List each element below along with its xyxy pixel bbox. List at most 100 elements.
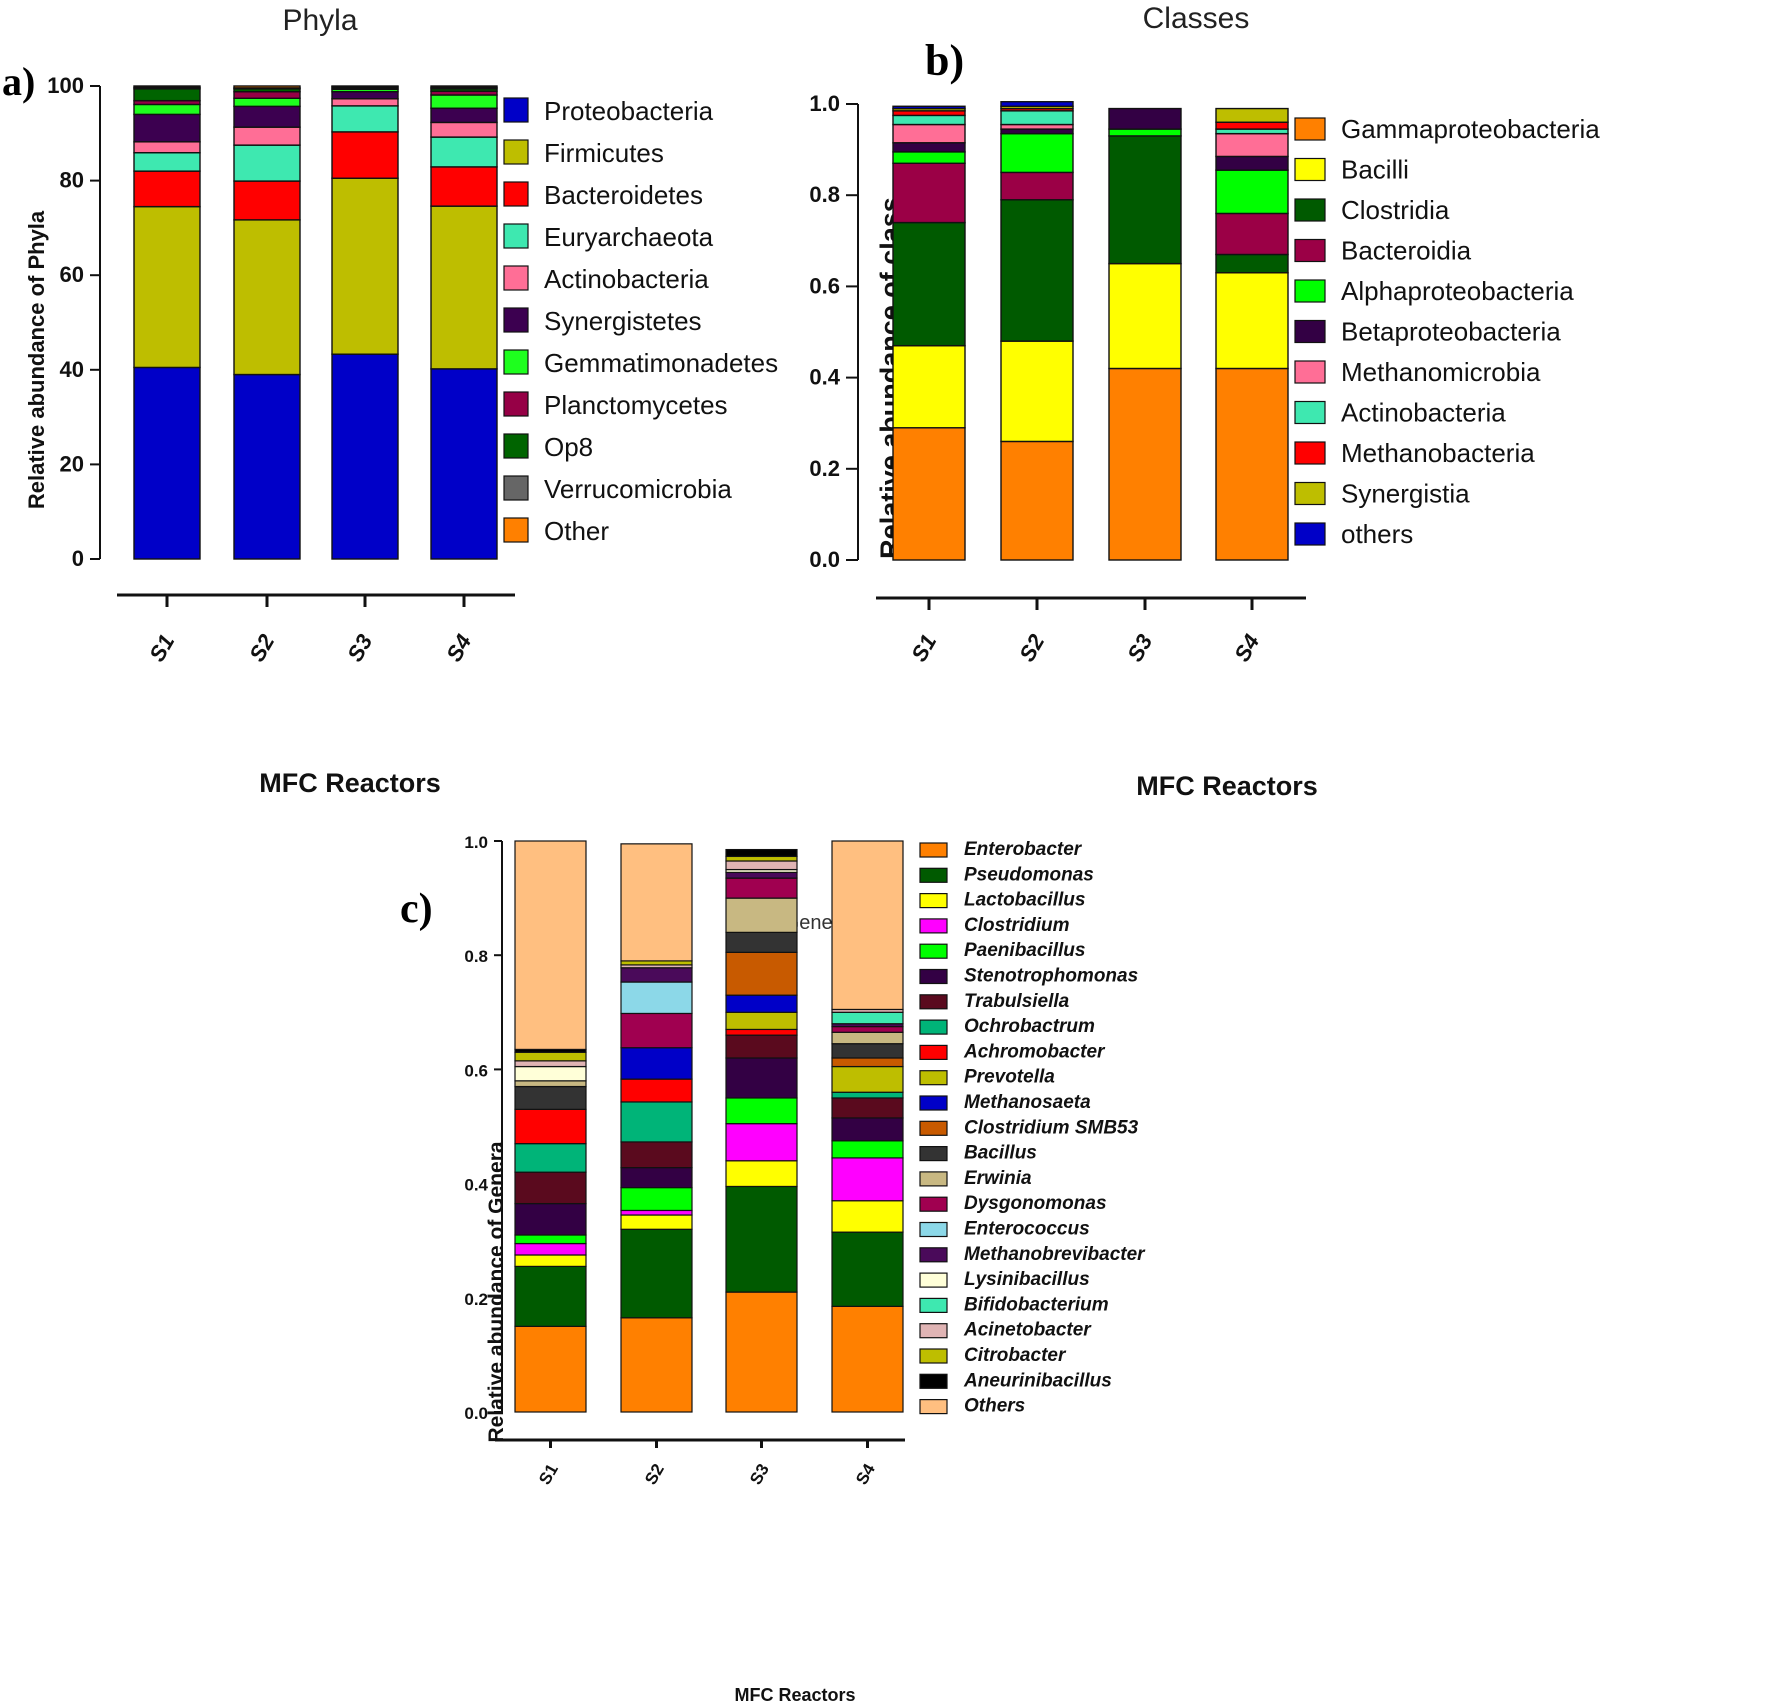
legend-swatch-c-achromobacter (919, 1044, 948, 1061)
legend-label-c-ochrobactrum: Ochrobactrum (964, 1016, 1095, 1037)
panel-b-x-axis-label: MFC Reactors (1136, 771, 1318, 801)
legend-swatch-b-betaproteobacteria (1294, 319, 1326, 344)
legend-label-a-actinobacteria: Actinobacteria (544, 264, 709, 294)
bar-segment-c-s3-citrobacter (725, 855, 798, 862)
panel-b-bars (892, 101, 1289, 561)
bar-segment-c-s2-achromobacter (620, 1078, 693, 1103)
bar-segment-a-s1-op8 (133, 88, 201, 102)
panel-a-legend: Proteobacteria Firmicutes Bacteroidetes Eur… (503, 96, 778, 546)
bar-segment-c-s1-clostridium (514, 1242, 587, 1256)
legend-swatch-b-bacilli (1294, 157, 1326, 182)
legend-label-b-bacteroidia: Bacteroidia (1341, 236, 1472, 266)
legend-label-b-methanomicrobia: Methanomicrobia (1341, 357, 1541, 387)
legend-swatch-a-euryarchaeota (503, 223, 529, 249)
bar-segment-c-s3-aneurinibacillus (725, 848, 798, 858)
panel-c-label: c) (400, 886, 433, 932)
panel-a-y-tick-label: 100 (47, 73, 84, 98)
bar-segment-a-s3-bacteroidetes (331, 131, 399, 179)
bar-segment-a-s2-gemmatimonadetes (233, 97, 301, 108)
legend-swatch-c-others (919, 1398, 948, 1415)
legend-swatch-c-ochrobactrum (919, 1019, 948, 1035)
legend-label-c-stenotrophomonas: Stenotrophomonas (964, 966, 1138, 987)
bar-segment-c-s3-paenibacillus (725, 1097, 798, 1125)
bar-segment-b-s2-actinobacteria (1000, 110, 1074, 126)
panel-c-y-tick-label: 0.2 (464, 1290, 488, 1309)
legend-swatch-c-trabulsiella (919, 994, 948, 1010)
legend-label-a-verrucomicrobia: Verrucomicrobia (544, 474, 732, 504)
bar-segment-c-s4-dysgonomonas (831, 1025, 904, 1033)
legend-label-c-methanosaeta: Methanosaeta (964, 1092, 1091, 1113)
panel-a-y-tick-label: 80 (60, 168, 84, 193)
bar-segment-c-s1-stenotrophomonas (514, 1202, 587, 1236)
legend-label-c-dysgonomonas: Dysgonomonas (964, 1193, 1107, 1214)
panel-a-x-tick-label-s1: S1 (144, 630, 179, 666)
legend-label-c-aneurinibacillus: Aneurinibacillus (963, 1370, 1112, 1391)
legend-label-c-bifidobacterium: Bifidobacterium (964, 1294, 1109, 1315)
panel-a-y-axis: 0 20 40 60 80 100 (47, 73, 101, 571)
panel-b-x-tick-label-s1: S1 (906, 630, 941, 666)
bar-segment-c-s3-trabulsiella (725, 1034, 798, 1059)
legend-label-b-synergistia: Synergistia (1341, 479, 1470, 509)
legend-swatch-b-methanomicrobia (1294, 360, 1326, 384)
bar-segment-c-s1-bacillus (514, 1085, 587, 1110)
bar-segment-c-s4-clostridium-smb53 (831, 1057, 904, 1068)
legend-label-c-achromobacter: Achromobacter (963, 1041, 1106, 1062)
bar-segment-c-s1-acinetobacter (514, 1060, 587, 1068)
bar-segment-c-s3-dysgonomonas (725, 877, 798, 899)
bar-segment-c-s1-erwinia (514, 1080, 587, 1088)
bar-segment-b-s1-bacteroidia (892, 162, 966, 224)
legend-swatch-c-methanobrevibacter (919, 1247, 948, 1263)
bar-segment-c-s4-ochrobactrum (831, 1091, 904, 1099)
bar-segment-b-s3-gammaproteobacteria (1108, 367, 1182, 561)
bar-segment-a-s4-other (430, 85, 498, 89)
panel-a-y-tick-label: 0 (72, 546, 84, 571)
legend-label-a-firmicutes: Firmicutes (544, 138, 664, 168)
bar-segment-b-s1-clostridia (892, 221, 966, 347)
legend-swatch-b-bacteroidia (1294, 238, 1326, 263)
bar-segment-c-s4-others (831, 840, 904, 1011)
legend-label-c-citrobacter: Citrobacter (964, 1345, 1067, 1366)
panel-b-y-axis: 0.0 0.2 0.4 0.6 0.8 1.0 (809, 91, 859, 572)
bar-segment-b-s3-bacilli (1108, 262, 1182, 370)
bar-segment-b-s4-alphaproteobacteria (1215, 169, 1289, 215)
bar-segment-c-s4-bifidobacterium (831, 1011, 904, 1025)
bar-segment-a-s2-euryarchaeota (233, 144, 301, 182)
panel-c-y-tick-label: 0.6 (464, 1061, 488, 1080)
panel-a-title: Phyla (282, 4, 357, 37)
bar-segment-b-s1-others (892, 105, 966, 110)
bar-segment-b-s3-clostridia (1108, 135, 1182, 265)
bar-segment-b-s2-others (1000, 101, 1074, 107)
legend-label-a-synergistetes: Synergistetes (544, 306, 702, 336)
bar-segment-c-s3-clostridium-smb53 (725, 951, 798, 996)
bar-segment-b-s3-alphaproteobacteria (1108, 128, 1182, 137)
bar-segment-b-s2-clostridia (1000, 199, 1074, 342)
bar-segment-c-s2-others (620, 843, 693, 962)
panel-c-x-axis: S1 S2 S3 S4 (495, 1438, 905, 1488)
legend-swatch-c-citrobacter (919, 1348, 948, 1364)
bar-segment-c-s1-enterobacter (514, 1325, 587, 1413)
legend-swatch-b-gammaproteobacteria (1294, 117, 1326, 141)
panel-b-title: Classes (1143, 2, 1250, 35)
bar-segment-c-s4-paenibacillus (831, 1140, 904, 1159)
bar-segment-c-s4-pseudomonas (831, 1231, 904, 1307)
bar-segment-c-s2-methanobrevibacter (620, 967, 693, 983)
legend-swatch-b-clostridia (1294, 198, 1326, 222)
legend-swatch-b-synergistia (1294, 481, 1326, 506)
bar-segment-a-s2-synergistetes (233, 105, 301, 128)
legend-swatch-c-paenibacillus (919, 943, 948, 959)
bar-segment-a-s4-bacteroidetes (430, 166, 498, 207)
bar-segment-b-s4-synergistia (1215, 107, 1289, 123)
bar-segment-c-s2-lactobacillus (620, 1214, 693, 1230)
bar-segment-a-s4-firmicutes (430, 205, 498, 370)
legend-label-b-actinobacteria: Actinobacteria (1341, 398, 1506, 428)
bar-segment-b-s2-bacteroidia (1000, 171, 1074, 201)
legend-label-c-lysinibacillus: Lysinibacillus (964, 1269, 1090, 1290)
legend-swatch-a-proteobacteria (503, 97, 529, 123)
legend-swatch-c-bacillus (919, 1145, 948, 1162)
panel-b-y-tick-label: 0.2 (809, 456, 840, 481)
panel-a-x-tick-label-s4: S4 (441, 630, 476, 666)
legend-label-c-clostridium: Clostridium (964, 915, 1070, 936)
panel-a-x-tick-label-s3: S3 (342, 630, 377, 666)
bar-segment-a-s2-other (233, 85, 301, 89)
